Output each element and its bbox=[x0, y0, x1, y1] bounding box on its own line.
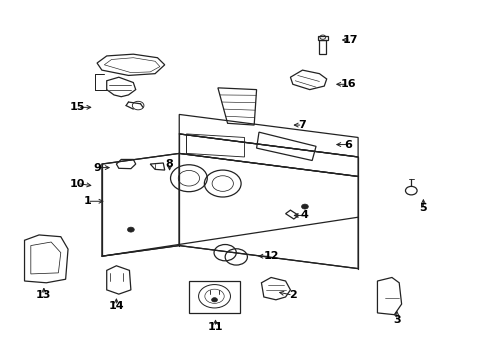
Text: 2: 2 bbox=[288, 290, 296, 300]
Text: 1: 1 bbox=[83, 196, 91, 206]
Text: 14: 14 bbox=[108, 301, 124, 311]
Text: 10: 10 bbox=[70, 179, 85, 189]
Text: 6: 6 bbox=[344, 140, 352, 149]
Text: 17: 17 bbox=[343, 35, 358, 45]
Circle shape bbox=[211, 298, 217, 302]
Text: 3: 3 bbox=[392, 315, 400, 325]
Circle shape bbox=[301, 204, 308, 209]
Circle shape bbox=[127, 227, 134, 232]
Text: 12: 12 bbox=[263, 251, 278, 261]
Text: 13: 13 bbox=[36, 290, 51, 300]
Text: 4: 4 bbox=[301, 211, 308, 220]
Text: 9: 9 bbox=[93, 163, 101, 172]
Text: 5: 5 bbox=[419, 203, 427, 213]
Text: 8: 8 bbox=[165, 159, 173, 169]
Text: 7: 7 bbox=[298, 120, 306, 130]
Text: 16: 16 bbox=[340, 79, 356, 89]
Text: 15: 15 bbox=[70, 102, 85, 112]
Text: 11: 11 bbox=[207, 322, 223, 332]
